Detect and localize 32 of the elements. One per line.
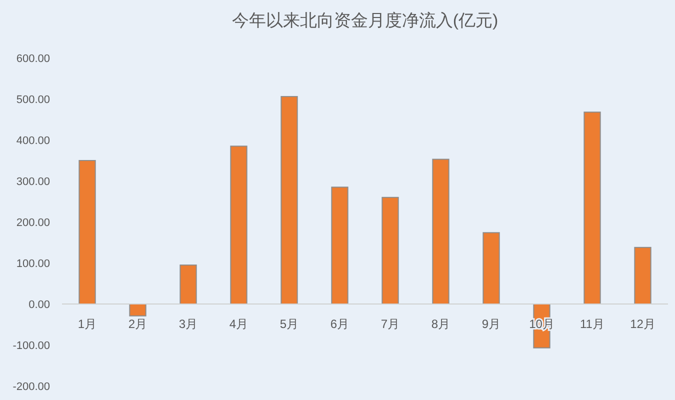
bar — [331, 186, 348, 304]
x-tick-label: 6月 — [330, 317, 350, 331]
bar — [634, 246, 652, 304]
x-tick-label: 8月 — [431, 317, 450, 331]
x-tick-label: 2月 — [128, 317, 148, 331]
bar — [180, 264, 197, 304]
x-tick-label: 7月 — [380, 317, 400, 331]
x-tick-label: 9月 — [482, 317, 501, 331]
bar — [382, 196, 399, 304]
y-tick-label: 400.00 — [16, 135, 50, 147]
y-tick-label: 300.00 — [16, 176, 50, 188]
y-tick-label: -200.00 — [12, 381, 50, 393]
chart-title: 今年以来北向资金月度净流入(亿元) — [232, 11, 498, 30]
x-tick-label: 12月 — [630, 317, 656, 331]
y-tick-label: 600.00 — [16, 53, 50, 65]
y-tick-label: 100.00 — [16, 258, 50, 270]
bar — [432, 158, 450, 304]
y-tick-label: 0.00 — [28, 299, 50, 311]
y-tick-label: -100.00 — [12, 340, 50, 352]
x-tick-label: 11月 — [580, 317, 604, 331]
y-tick-label: 500.00 — [16, 94, 50, 106]
bar — [482, 232, 500, 304]
bar — [280, 96, 298, 304]
x-tick-label: 3月 — [178, 317, 198, 331]
bar — [129, 304, 146, 316]
bar — [230, 146, 248, 304]
x-tick-label: 4月 — [229, 317, 248, 331]
x-tick-label: 5月 — [280, 317, 299, 331]
bar — [78, 160, 96, 304]
bar — [584, 112, 601, 304]
y-tick-label: 200.00 — [16, 217, 50, 229]
x-tick-label: 1月 — [78, 317, 97, 331]
